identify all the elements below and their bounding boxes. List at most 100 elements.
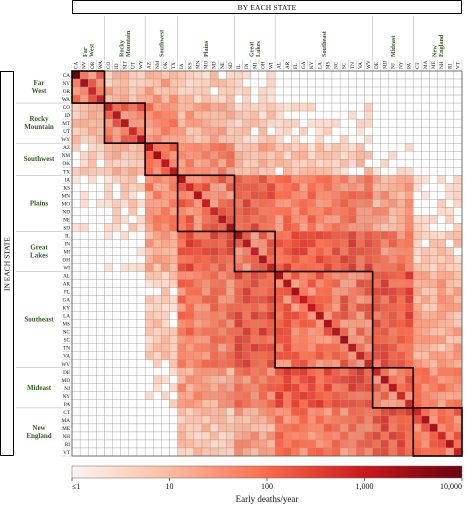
cell-SC-TX bbox=[169, 335, 178, 344]
cell-VA-IL bbox=[234, 351, 243, 360]
cell-MO-AL bbox=[274, 199, 284, 208]
cell-IN-AR bbox=[283, 239, 292, 248]
cell-NM-OK bbox=[161, 151, 170, 160]
cell-KS-OK bbox=[161, 183, 170, 192]
cell-UT-IN bbox=[242, 126, 251, 136]
cell-WA-ID bbox=[112, 94, 121, 104]
cell-WV-IL bbox=[234, 359, 243, 368]
cell-MS-UT bbox=[128, 319, 138, 328]
cell-MD-WV bbox=[364, 375, 373, 384]
cell-MN-TN bbox=[348, 191, 357, 200]
cell-DE-GA bbox=[299, 367, 308, 376]
cell-WI-KY bbox=[307, 263, 316, 272]
cell-RI-PA bbox=[404, 439, 414, 449]
cell-OR-WI bbox=[266, 86, 276, 96]
cell-AL-MA bbox=[421, 271, 430, 280]
cell-WY-WI bbox=[266, 134, 276, 144]
cell-ND-OH bbox=[258, 207, 268, 216]
cell-VA-NM bbox=[153, 351, 162, 360]
cell-NY-WI bbox=[266, 391, 276, 401]
cell-NE-IL bbox=[234, 215, 243, 224]
cell-ND-ND bbox=[209, 207, 219, 216]
cell-VT-MA bbox=[421, 447, 430, 457]
cell-OK-NV bbox=[79, 159, 89, 168]
cell-MA-NC bbox=[331, 415, 341, 425]
cell-WA-NY bbox=[396, 94, 406, 104]
cell-NJ-OR bbox=[88, 383, 97, 393]
cell-IA-NY bbox=[396, 175, 406, 184]
cell-WA-IL bbox=[234, 94, 243, 104]
cell-NH-RI bbox=[445, 431, 455, 441]
cell-OH-AR bbox=[283, 255, 292, 264]
cell-TX-NC bbox=[331, 167, 341, 176]
cell-AL-OH bbox=[258, 271, 268, 280]
cell-PA-MD bbox=[380, 399, 390, 409]
cell-AL-DE bbox=[372, 271, 381, 280]
row-label-NJ: NJ bbox=[64, 386, 70, 392]
cell-MO-SC bbox=[339, 199, 349, 208]
cell-AZ-TX bbox=[169, 143, 178, 152]
cell-FL-RI bbox=[445, 287, 455, 296]
cell-MT-WA bbox=[96, 118, 105, 128]
cell-ME-AR bbox=[283, 423, 292, 433]
cell-OR-TX bbox=[169, 86, 178, 96]
cell-MS-MI bbox=[250, 319, 260, 328]
cell-PA-KY bbox=[307, 399, 316, 409]
cell-GA-OH bbox=[258, 295, 268, 304]
cell-AL-IA bbox=[177, 271, 186, 280]
cell-NJ-ID bbox=[112, 383, 121, 393]
cell-CT-DE bbox=[372, 407, 381, 417]
col-region-label-plains: Plains bbox=[203, 40, 210, 57]
cell-NV-MN bbox=[193, 78, 203, 88]
cell-MN-MN bbox=[193, 191, 203, 200]
cell-CO-NJ bbox=[388, 102, 398, 112]
cell-IA-RI bbox=[445, 175, 455, 184]
cell-MO-RI bbox=[445, 199, 455, 208]
cell-OK-NH bbox=[437, 159, 446, 168]
cell-PA-NE bbox=[218, 399, 227, 409]
cell-PA-VT bbox=[453, 399, 463, 409]
cell-MO-WA bbox=[96, 199, 105, 208]
colorbar-tick-label: 100 bbox=[261, 482, 273, 491]
cell-RI-WI bbox=[266, 439, 276, 449]
cell-NJ-IA bbox=[177, 383, 186, 393]
cell-WA-OK bbox=[161, 94, 170, 104]
cell-IL-SC bbox=[339, 231, 349, 240]
cell-PA-MN bbox=[193, 399, 203, 409]
cell-SD-AL bbox=[274, 223, 284, 232]
cell-PA-NM bbox=[153, 399, 162, 409]
cell-MT-NE bbox=[218, 118, 227, 128]
cell-NM-NH bbox=[437, 151, 446, 160]
cell-WY-NC bbox=[331, 134, 341, 144]
cell-WI-KS bbox=[185, 263, 195, 272]
cell-ID-NE bbox=[218, 110, 227, 120]
cell-GA-CO bbox=[104, 295, 113, 304]
cell-GA-UT bbox=[128, 295, 138, 304]
cell-VT-KS bbox=[185, 447, 195, 457]
cell-IL-LA bbox=[315, 231, 325, 240]
cell-OH-WA bbox=[96, 255, 105, 264]
cell-MD-MO bbox=[201, 375, 211, 384]
cell-MO-ID bbox=[112, 199, 121, 208]
cell-MD-IA bbox=[177, 375, 186, 384]
col-region-label-great-lakes: Great bbox=[249, 41, 256, 57]
cell-OR-CT bbox=[413, 86, 422, 96]
cell-DE-ME bbox=[429, 367, 438, 376]
cell-WA-WV bbox=[364, 94, 373, 104]
cell-NC-WA bbox=[96, 327, 105, 336]
cell-WV-OR bbox=[88, 359, 97, 368]
cell-WI-ID bbox=[112, 263, 121, 272]
cell-SC-OK bbox=[161, 335, 170, 344]
col-label-WV: WV bbox=[366, 60, 372, 69]
cell-VA-AL bbox=[274, 351, 284, 360]
cell-VA-AZ bbox=[144, 351, 154, 360]
cell-RI-MI bbox=[250, 439, 260, 449]
cell-OH-TX bbox=[169, 255, 178, 264]
cell-MN-NH bbox=[437, 191, 446, 200]
cell-MI-IN bbox=[242, 247, 251, 256]
cell-WI-WI bbox=[266, 263, 276, 272]
cell-FL-CO bbox=[104, 287, 113, 296]
colorbar-tick-label: 10 bbox=[166, 482, 174, 491]
cell-VA-PA bbox=[404, 351, 414, 360]
cell-GA-NJ bbox=[388, 295, 398, 304]
